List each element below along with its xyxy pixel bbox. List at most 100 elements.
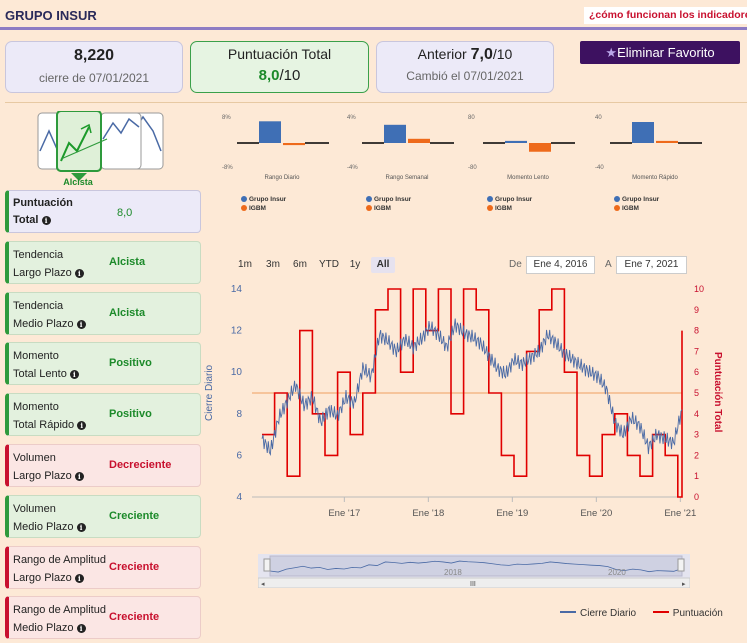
x-tick-label: Ene '18 bbox=[412, 508, 444, 519]
indicator-row[interactable]: Puntuación Total i 8,0 bbox=[5, 190, 201, 233]
range-button-6m[interactable]: 6m bbox=[293, 259, 307, 270]
bar bbox=[384, 124, 406, 143]
category-label: Rango Diario bbox=[264, 175, 300, 181]
y-tick-left: 10 bbox=[231, 367, 243, 378]
y-tick-right: 0 bbox=[694, 492, 699, 502]
range-button-all[interactable]: All bbox=[371, 257, 395, 273]
date-from-input[interactable]: Ene 4, 2016 bbox=[526, 256, 595, 274]
category-label: Rango Semanal bbox=[385, 175, 429, 181]
navigator-label: 2020 bbox=[608, 568, 626, 577]
indicator-name: Tendencia Medio Plazo i bbox=[13, 297, 86, 333]
date-to-input[interactable]: Ene 7, 2021 bbox=[616, 256, 687, 274]
range-button-1m[interactable]: 1m bbox=[238, 259, 252, 270]
y-axis-right-label: Puntuación Total bbox=[712, 352, 723, 433]
navigator-handle-right bbox=[677, 558, 685, 572]
bar bbox=[656, 140, 678, 143]
info-icon[interactable]: i bbox=[76, 319, 86, 329]
y-tick-left: 4 bbox=[236, 492, 242, 503]
close-label: cierre de 07/01/2021 bbox=[38, 71, 150, 85]
legend-item: IGBM bbox=[366, 205, 391, 212]
navigator-label: 2018 bbox=[444, 568, 462, 577]
help-link[interactable]: ¿cómo funcionan los indicadores? bbox=[584, 7, 747, 24]
legend-item: IGBM bbox=[487, 205, 512, 212]
header: GRUPO INSUR ¿cómo funcionan los indicado… bbox=[0, 0, 747, 30]
indicator-value: Creciente bbox=[109, 611, 160, 624]
indicator-name: Puntuación Total i bbox=[13, 197, 73, 226]
info-icon[interactable]: i bbox=[69, 370, 79, 380]
score-value: 8,0/10 bbox=[258, 67, 301, 84]
indicator-row[interactable]: Rango de Amplitud Largo Plazo i Creciente bbox=[5, 545, 201, 589]
navigator-scrollbar bbox=[258, 577, 690, 588]
legend-item-close[interactable]: Cierre Diario bbox=[560, 608, 636, 619]
trend-label: Alcista bbox=[63, 177, 93, 187]
bar bbox=[259, 121, 281, 143]
range-button-3m[interactable]: 3m bbox=[266, 259, 280, 270]
y-tick-right: 4 bbox=[694, 409, 699, 419]
date-from-label: De bbox=[509, 259, 522, 270]
tick-label: -4% bbox=[347, 165, 358, 171]
tick-label: 80 bbox=[468, 115, 475, 121]
tick-label: 8% bbox=[222, 115, 231, 121]
score-card: Puntuación Total 8,0/10 bbox=[190, 41, 369, 93]
y-tick-right: 1 bbox=[694, 471, 699, 481]
legend-item: Grupo Insur bbox=[614, 196, 659, 203]
info-icon[interactable]: i bbox=[74, 268, 84, 278]
legend-item: Grupo Insur bbox=[487, 196, 532, 203]
legend-item-score[interactable]: Puntuación bbox=[652, 608, 723, 619]
category-label: Momento Rápido bbox=[632, 175, 678, 181]
y-tick-right: 2 bbox=[694, 450, 699, 460]
legend-item: Grupo Insur bbox=[241, 196, 286, 203]
tick-label: -8% bbox=[222, 165, 233, 171]
indicator-row[interactable]: Momento Total Lento i Positivo bbox=[5, 342, 201, 386]
info-icon[interactable]: i bbox=[41, 216, 51, 225]
indicator-row[interactable]: Volumen Medio Plazo i Creciente bbox=[5, 494, 201, 538]
info-icon[interactable]: i bbox=[74, 573, 84, 583]
navigator-line bbox=[269, 560, 683, 573]
x-tick-label: Ene '21 bbox=[664, 508, 696, 519]
x-tick-label: Ene '19 bbox=[496, 508, 528, 519]
info-icon[interactable]: i bbox=[76, 522, 86, 532]
range-button-1y[interactable]: 1y bbox=[349, 259, 361, 270]
tick-label: -40 bbox=[595, 165, 604, 171]
indicator-name: Volumen Largo Plazo i bbox=[13, 449, 84, 485]
scroll-right-arrow: ▸ bbox=[682, 581, 686, 588]
y-tick-right: 8 bbox=[694, 326, 699, 336]
tick-label: 4% bbox=[347, 115, 356, 121]
info-icon[interactable]: i bbox=[76, 624, 86, 634]
bar bbox=[632, 122, 654, 143]
indicator-value: Creciente bbox=[109, 509, 160, 522]
y-tick-left: 6 bbox=[236, 450, 242, 461]
indicator-row[interactable]: Volumen Largo Plazo i Decreciente bbox=[5, 444, 201, 487]
y-tick-right: 10 bbox=[694, 284, 704, 294]
previous-score: Anterior 7,0/10 bbox=[417, 46, 513, 63]
legend-item: IGBM bbox=[241, 205, 266, 212]
close-value: 8,220 bbox=[73, 47, 115, 64]
range-button-ytd[interactable]: YTD bbox=[319, 259, 339, 270]
indicator-row[interactable]: Tendencia Medio Plazo i Alcista bbox=[5, 291, 201, 335]
legend-item: IGBM bbox=[614, 205, 639, 212]
info-icon[interactable]: i bbox=[77, 421, 87, 431]
indicator-row[interactable]: Rango de Amplitud Medio Plazo i Creciente bbox=[5, 596, 201, 640]
indicator-value: Creciente bbox=[109, 560, 160, 573]
page-title: GRUPO INSUR bbox=[5, 8, 97, 23]
score-series-line bbox=[262, 288, 683, 498]
tick-label: 40 bbox=[595, 115, 602, 121]
remove-favorite-button[interactable]: ★Eliminar Favorito bbox=[580, 41, 740, 64]
bar bbox=[529, 143, 551, 152]
indicator-name: Momento Total Rápido i bbox=[13, 398, 87, 434]
mini-chart: 80 -80 Momento Lento Grupo Insur IGBM bbox=[463, 113, 593, 217]
info-icon[interactable]: i bbox=[74, 472, 84, 481]
indicator-value: Positivo bbox=[109, 408, 152, 421]
range-navigator[interactable]: 2018 2020 III ◂ ▸ bbox=[258, 554, 690, 588]
navigator-handle-left bbox=[263, 558, 271, 572]
close-series-line bbox=[261, 318, 683, 456]
indicator-name: Tendencia Largo Plazo i bbox=[13, 246, 84, 282]
previous-card: Anterior 7,0/10 Cambió el 07/01/2021 bbox=[376, 41, 554, 93]
x-tick-label: Ene '17 bbox=[328, 508, 360, 519]
x-tick-label: Ene '20 bbox=[580, 508, 612, 519]
y-tick-right: 5 bbox=[694, 388, 699, 398]
indicator-row[interactable]: Momento Total Rápido i Positivo bbox=[5, 393, 201, 437]
indicator-row[interactable]: Tendencia Largo Plazo i Alcista bbox=[5, 240, 201, 284]
y-axis-left-label: Cierre Diario bbox=[204, 364, 215, 421]
